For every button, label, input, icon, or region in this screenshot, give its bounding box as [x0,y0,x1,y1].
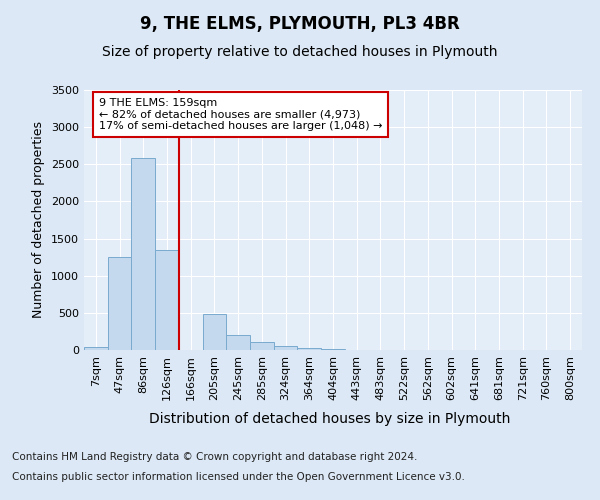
Bar [226,335,250,350]
Y-axis label: Number of detached properties: Number of detached properties [32,122,46,318]
Bar [274,346,298,350]
Text: Contains public sector information licensed under the Open Government Licence v3: Contains public sector information licen… [12,472,465,482]
Text: Contains HM Land Registry data © Crown copyright and database right 2024.: Contains HM Land Registry data © Crown c… [12,452,418,462]
Text: Size of property relative to detached houses in Plymouth: Size of property relative to detached ho… [102,45,498,59]
Bar [203,314,226,350]
Bar [250,342,274,350]
Text: Distribution of detached houses by size in Plymouth: Distribution of detached houses by size … [149,412,511,426]
Bar [108,257,131,350]
Bar [298,348,321,350]
Bar [321,349,345,350]
Bar [155,250,179,350]
Text: 9 THE ELMS: 159sqm
← 82% of detached houses are smaller (4,973)
17% of semi-deta: 9 THE ELMS: 159sqm ← 82% of detached hou… [99,98,382,131]
Bar [131,158,155,350]
Bar [84,346,108,350]
Text: 9, THE ELMS, PLYMOUTH, PL3 4BR: 9, THE ELMS, PLYMOUTH, PL3 4BR [140,15,460,33]
